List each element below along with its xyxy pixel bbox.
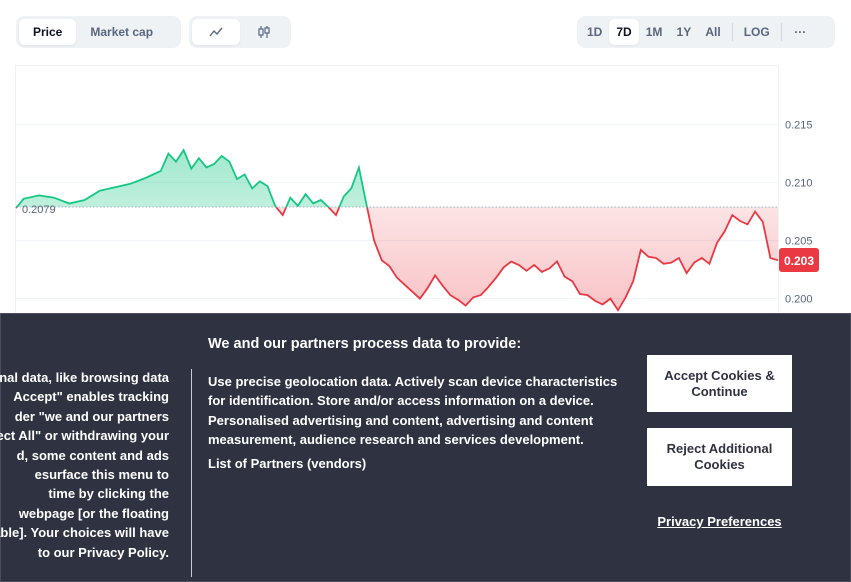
- consent-left-line: esurface this menu to: [34, 467, 169, 483]
- candlestick-icon: [258, 26, 270, 38]
- consent-left-line: ect All" or withdrawing your: [0, 428, 169, 444]
- consent-left-line: time by clicking the: [48, 486, 169, 502]
- y-tick-label: 0.215: [785, 120, 813, 132]
- consent-left-line: able]. Your choices will have: [0, 525, 169, 541]
- y-tick-label: 0.210: [785, 178, 813, 190]
- range-1d[interactable]: 1D: [587, 25, 603, 39]
- current-price-badge: [779, 248, 819, 272]
- toolbar-divider: [731, 23, 733, 41]
- consent-left-line: Accept" enables tracking: [13, 389, 169, 405]
- range-1y[interactable]: 1Y: [676, 25, 692, 39]
- consent-heading: We and our partners process data to prov…: [208, 336, 522, 352]
- partners-link[interactable]: List of Partners (vendors): [208, 455, 367, 471]
- toolbar-divider: [780, 23, 782, 41]
- y-tick-label: 0.200: [785, 294, 813, 306]
- chart-type-toggle: [189, 16, 291, 48]
- consent-left-line: to our Privacy Policy.: [37, 544, 169, 560]
- consent-left-line: onal data, like browsing data: [0, 370, 169, 385]
- consent-body: Use precise geolocation data. Actively s…: [208, 374, 618, 448]
- accept-cookies-button[interactable]: Accept Cookies & Continue: [647, 355, 792, 412]
- consent-divider: [191, 369, 192, 577]
- area-above-open: [16, 150, 778, 208]
- tab-market-cap[interactable]: Market cap: [90, 25, 154, 39]
- reject-cookies-button[interactable]: Reject Additional Cookies: [647, 428, 792, 486]
- price-chart[interactable]: 0.215 0.210 0.205 0.200 0.2079 0.203: [0, 60, 851, 313]
- current-price-label: 0.203: [784, 254, 814, 268]
- line-chart-button[interactable]: [192, 19, 240, 45]
- privacy-preferences-link[interactable]: Privacy Preferences: [657, 514, 782, 529]
- price-marketcap-toggle: Price Market cap: [16, 16, 181, 48]
- area-below-open: [16, 207, 778, 311]
- consent-left-text: onal data, like browsing data Accept" en…: [0, 368, 169, 562]
- tab-price[interactable]: Price: [19, 19, 77, 45]
- y-axis: 0.215 0.210 0.205 0.200: [785, 120, 813, 306]
- range-7d[interactable]: 7D: [609, 19, 639, 45]
- consent-purposes: We and our partners process data to prov…: [208, 336, 628, 471]
- log-scale-button[interactable]: LOG: [743, 25, 770, 39]
- consent-left-line: webpage [or the floating: [18, 505, 169, 521]
- candlestick-chart-button[interactable]: [240, 19, 288, 45]
- line-chart-icon: [209, 27, 223, 37]
- consent-left-line: d, some content and ads: [16, 447, 169, 463]
- price-line-down: [15, 207, 779, 312]
- chart-plot-border: [15, 65, 779, 313]
- range-all[interactable]: All: [705, 25, 721, 39]
- cookie-consent-banner: onal data, like browsing data Accept" en…: [0, 313, 851, 582]
- more-options-button[interactable]: ···: [794, 25, 807, 39]
- time-range-selector: 1D 7D 1M 1Y All LOG ···: [577, 16, 835, 48]
- range-1m[interactable]: 1M: [645, 25, 663, 39]
- consent-left-line: der "we and our partners: [14, 408, 169, 424]
- price-line-up: [15, 148, 369, 208]
- open-price-label: 0.2079: [22, 204, 56, 216]
- y-tick-label: 0.205: [785, 236, 813, 248]
